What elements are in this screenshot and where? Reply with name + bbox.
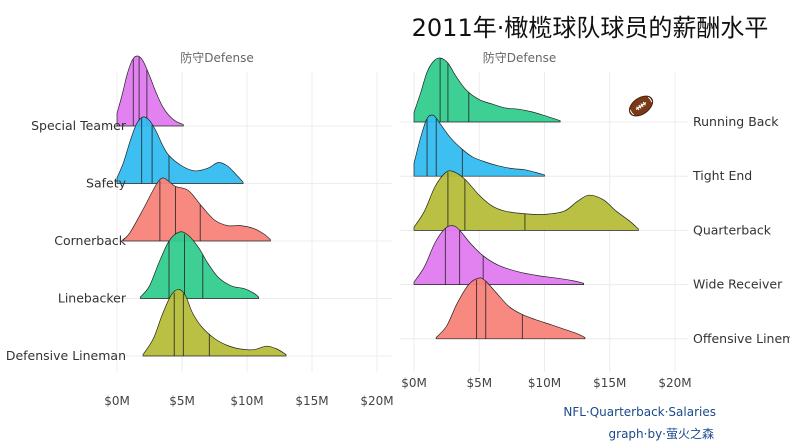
panel-2: 防守Defense Running Back Tight End Quarterbac… xyxy=(400,50,790,390)
ridge-safety xyxy=(116,116,244,184)
ridge-wide-receiver xyxy=(413,225,584,285)
x-tick-label: $0M xyxy=(104,394,130,408)
category-label: Defensive Lineman xyxy=(6,348,126,363)
x-tick-label: $20M xyxy=(658,376,691,390)
x-tick-label: $15M xyxy=(593,376,626,390)
density-area xyxy=(413,170,639,231)
ridge-cornerback xyxy=(123,177,271,242)
football-icon xyxy=(628,95,654,117)
density-area xyxy=(413,114,545,177)
x-tick-label: $5M xyxy=(169,394,195,408)
category-label: Safety xyxy=(86,176,127,191)
caption-author: graph·by·萤火之森 xyxy=(608,427,714,441)
density-area xyxy=(116,116,244,184)
ridge-linebacker xyxy=(140,231,260,299)
density-area xyxy=(123,177,271,242)
ridge-special-teamer xyxy=(116,55,184,127)
density-area xyxy=(142,289,287,357)
panel-1: 防守Defense Special Teamer Safety Cornerback L… xyxy=(6,50,394,408)
category-label: Linebacker xyxy=(58,291,127,306)
x-tick-label: $0M xyxy=(401,376,427,390)
x-tick-label: $10M xyxy=(528,376,561,390)
density-area xyxy=(413,57,561,123)
density-area xyxy=(413,225,584,285)
category-label: Wide Receiver xyxy=(693,277,783,292)
density-area xyxy=(435,277,586,340)
ridge-quarterback xyxy=(413,170,639,231)
ridge-offensive-lineman xyxy=(435,277,586,340)
x-tick-label: $20M xyxy=(360,394,393,408)
category-label: Cornerback xyxy=(54,233,127,248)
category-label: Special Teamer xyxy=(31,118,127,133)
category-label: Tight End xyxy=(692,168,752,183)
x-tick-label: $15M xyxy=(295,394,328,408)
ridge-defensive-lineman xyxy=(142,289,287,357)
ridge-tight-end xyxy=(413,114,545,177)
ridge-running-back xyxy=(413,57,561,123)
x-tick-label: $5M xyxy=(466,376,492,390)
caption-source: NFL·Quarterback·Salaries xyxy=(563,405,716,419)
chart-title: 2011年·橄榄球队球员的薪酬水平 xyxy=(411,14,769,42)
density-area xyxy=(140,231,260,299)
strip-label: 防守Defense xyxy=(180,50,253,65)
category-label: Offensive Lineman xyxy=(693,331,790,346)
x-tick-label: $10M xyxy=(230,394,263,408)
category-label: Quarterback xyxy=(693,222,772,237)
strip-label: 防守Defense xyxy=(483,50,556,65)
category-label: Running Back xyxy=(693,114,779,129)
density-area xyxy=(116,55,184,127)
